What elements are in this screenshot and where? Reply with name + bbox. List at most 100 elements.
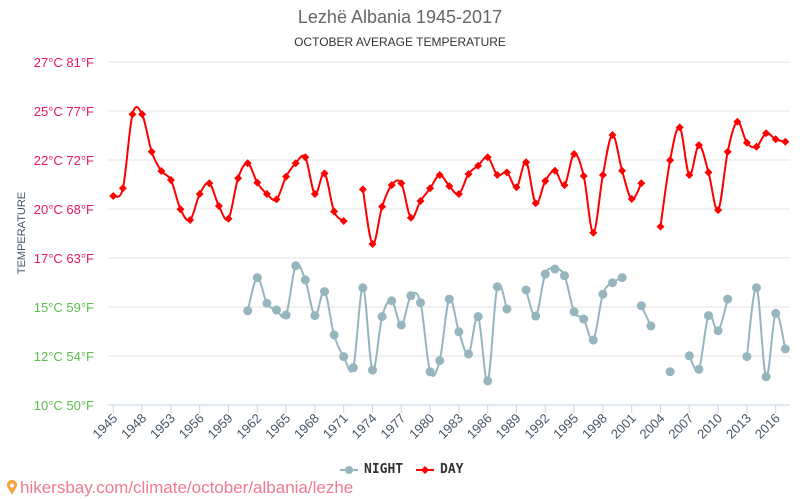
x-tick-label: 2016	[752, 411, 783, 442]
night-point	[531, 311, 541, 321]
night-point	[588, 335, 598, 345]
night-point	[425, 367, 435, 377]
day-point	[253, 178, 262, 187]
night-point	[550, 264, 560, 274]
night-point	[617, 273, 627, 283]
x-tick-label: 1980	[406, 411, 437, 442]
x-tick-label: 2001	[608, 411, 639, 442]
day-point	[426, 184, 435, 193]
series-night	[243, 261, 790, 386]
day-point	[320, 169, 329, 178]
x-tick-label: 1959	[205, 411, 236, 442]
day-point	[147, 147, 156, 156]
night-point	[780, 344, 790, 354]
day-point	[128, 110, 137, 119]
day-point	[157, 166, 166, 175]
night-line	[525, 267, 623, 342]
night-point	[771, 308, 781, 318]
night-point	[291, 261, 301, 271]
night-point	[243, 306, 253, 316]
night-point	[502, 304, 512, 314]
day-point	[656, 222, 665, 231]
night-point	[320, 287, 329, 297]
legend-item-day[interactable]: DAY	[416, 462, 463, 477]
night-point	[684, 351, 694, 361]
night-point	[252, 273, 262, 283]
day-point	[493, 170, 502, 179]
night-point	[761, 372, 771, 382]
day-point	[406, 213, 415, 222]
night-point	[665, 367, 675, 377]
x-tick-label: 1953	[147, 411, 178, 442]
night-point	[262, 298, 272, 308]
y-tick-label: 12°C 54°F	[34, 349, 94, 364]
day-point	[301, 153, 310, 162]
night-point	[521, 285, 531, 295]
day-point	[368, 239, 377, 248]
x-tick-label: 1995	[550, 411, 581, 442]
night-point	[579, 314, 589, 324]
day-line	[112, 106, 345, 222]
day-point	[195, 189, 204, 198]
night-point	[435, 356, 445, 366]
day-point	[560, 181, 569, 190]
day-point	[109, 191, 118, 200]
watermark-link[interactable]: hikersbay.com/climate/october/albania/le…	[6, 478, 353, 498]
night-point	[310, 311, 320, 321]
y-tick-label: 25°C 77°F	[34, 104, 94, 119]
day-point	[262, 189, 271, 198]
day-point	[714, 206, 723, 215]
day-point	[522, 158, 531, 167]
night-point	[339, 352, 349, 362]
night-point	[358, 283, 368, 293]
day-point	[618, 166, 627, 175]
x-tick-label: 1974	[349, 411, 380, 442]
x-tick-label: 2010	[694, 411, 725, 442]
day-point	[675, 123, 684, 132]
night-point	[598, 289, 608, 299]
y-tick-label: 15°C 59°F	[34, 300, 94, 315]
night-point	[569, 307, 579, 317]
night-legend-icon	[340, 465, 358, 474]
day-point	[685, 170, 694, 179]
day-point	[589, 228, 598, 237]
day-point	[272, 195, 281, 204]
night-point	[560, 271, 569, 281]
day-point	[694, 141, 703, 150]
day-point	[243, 159, 252, 168]
day-point	[378, 202, 387, 211]
y-tick-label: 22°C 72°F	[34, 153, 94, 168]
x-tick-label: 1965	[262, 411, 293, 442]
x-tick-label: 1977	[377, 411, 408, 442]
day-point	[118, 184, 127, 193]
day-point	[762, 129, 771, 138]
y-tick-label: 10°C 50°F	[34, 398, 94, 413]
x-tick-label: 1948	[118, 411, 149, 442]
y-tick-label: 27°C 81°F	[34, 55, 94, 70]
x-tick-label: 1986	[464, 411, 495, 442]
legend-item-night[interactable]: NIGHT	[340, 462, 403, 477]
day-point	[502, 168, 511, 177]
day-point	[474, 161, 483, 170]
night-point	[723, 294, 733, 304]
day-point	[339, 216, 348, 225]
day-point	[445, 182, 454, 191]
night-point	[416, 298, 425, 308]
day-point	[435, 170, 444, 179]
day-point	[704, 168, 713, 177]
night-point	[396, 320, 406, 330]
day-point	[627, 194, 636, 203]
night-point	[492, 282, 502, 292]
day-point	[387, 181, 396, 190]
day-point	[579, 171, 588, 180]
x-tick-label: 2013	[723, 411, 754, 442]
night-point	[444, 294, 454, 304]
night-point	[713, 326, 723, 336]
day-point	[282, 172, 291, 181]
night-line	[688, 298, 729, 372]
day-legend-icon	[416, 465, 434, 474]
night-point	[483, 376, 493, 386]
night-point	[752, 283, 761, 293]
